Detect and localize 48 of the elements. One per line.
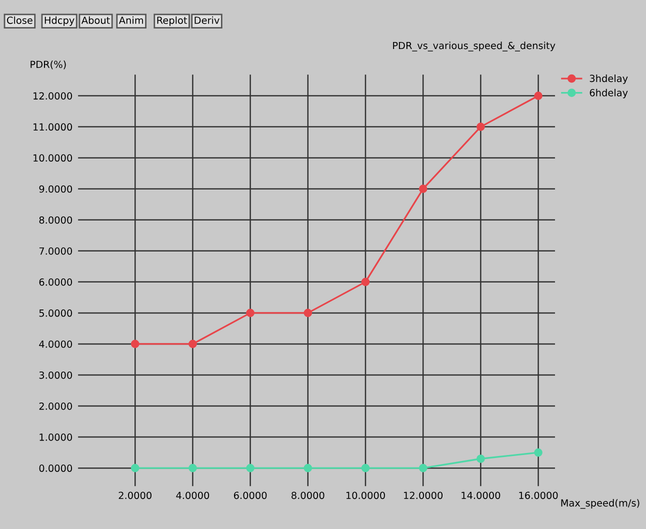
point (188, 340, 197, 348)
point (188, 464, 197, 472)
x-tick-label: 10.0000 (346, 492, 385, 500)
text: Close (7, 16, 32, 24)
x-axis-title: Max_speed(m/s) (561, 499, 640, 509)
y-tick-label: 5.0000 (39, 309, 72, 317)
y-tick-label: 2.0000 (39, 402, 72, 410)
point (418, 464, 428, 472)
text: Hdcpy (44, 16, 74, 26)
text: Replot (157, 16, 188, 26)
y-axis-title: PDR(%) (30, 60, 66, 70)
x-tick-label: 2.0000 (118, 492, 152, 500)
chart-title: PDR_vs_various_speed_&_density (393, 42, 556, 52)
y-tick-label: 4.0000 (39, 340, 72, 348)
y-tick-label: 6.0000 (39, 278, 72, 286)
point (476, 454, 485, 463)
x-tick-label: 16.0000 (519, 492, 558, 500)
point (476, 122, 485, 131)
point (361, 278, 370, 286)
point (130, 340, 140, 348)
y-tick-label: 0.0000 (39, 464, 72, 472)
x-tick-label: 12.0000 (404, 492, 443, 500)
y-tick-label: 12.0000 (34, 92, 72, 100)
point (246, 464, 254, 472)
x-tick-label: 4.0000 (176, 492, 210, 500)
point (361, 464, 370, 472)
y-tick-label: 11.0000 (34, 123, 72, 131)
point (304, 308, 312, 318)
x-tick-label: 8.0000 (292, 492, 324, 500)
point (304, 464, 312, 472)
x-tick-label: 6.0000 (234, 492, 267, 500)
y-tick-label: 3.0000 (39, 371, 72, 379)
legend-label: 3hdelay (590, 74, 628, 84)
text: Deriv (194, 16, 220, 24)
text: Anim (118, 16, 144, 24)
point (534, 448, 542, 457)
point (534, 92, 542, 100)
point (418, 184, 428, 194)
text: About (81, 16, 110, 24)
y-tick-label: 10.0000 (34, 154, 72, 162)
y-tick-label: 9.0000 (39, 185, 72, 193)
point (130, 464, 140, 472)
y-tick-label: 8.0000 (39, 216, 72, 224)
y-tick-label: 1.0000 (40, 434, 72, 441)
y-tick-label: 7.0000 (39, 247, 72, 255)
point (246, 308, 254, 318)
x-tick-label: 14.0000 (462, 492, 500, 500)
legend-label: 6hdelay (590, 88, 628, 98)
